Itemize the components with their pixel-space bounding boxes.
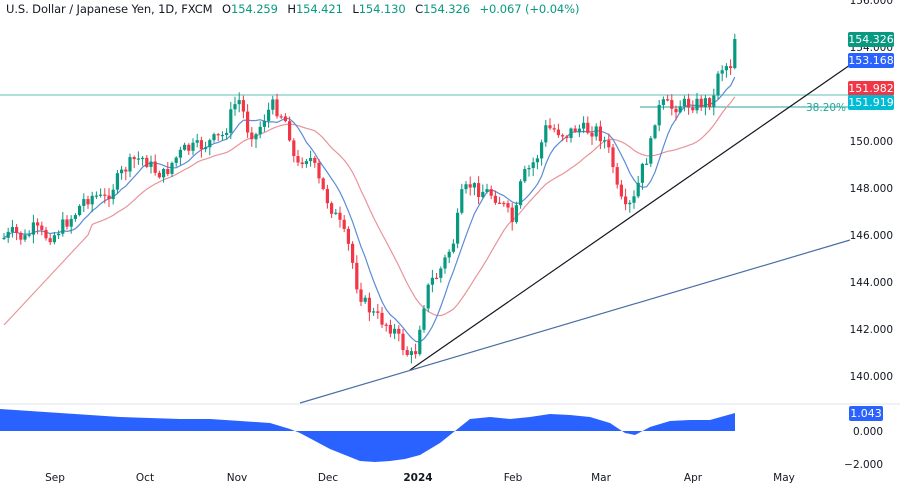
low-value: 154.130 bbox=[358, 2, 406, 16]
trendlines[interactable] bbox=[299, 64, 851, 404]
price-tick-label: 148.000 bbox=[850, 183, 893, 195]
oscillator-value-tag: 1.043 bbox=[849, 406, 883, 421]
time-tick-label: Nov bbox=[227, 472, 248, 484]
open-label: O bbox=[222, 2, 231, 16]
oscillator-area bbox=[0, 409, 735, 462]
open-value: 154.259 bbox=[230, 2, 278, 16]
fib-label: 38.20% bbox=[806, 102, 846, 114]
time-tick-label: May bbox=[773, 472, 795, 484]
price-tick-label: 142.000 bbox=[850, 324, 893, 336]
ascending-trendline bbox=[409, 64, 851, 371]
price-tick-label: 156.000 bbox=[850, 0, 893, 7]
slow-moving-average bbox=[3, 96, 736, 326]
close-value: 154.326 bbox=[423, 2, 470, 16]
price-tick-label: 140.000 bbox=[850, 371, 893, 383]
price-tick-label: 146.000 bbox=[850, 230, 893, 242]
time-tick-label: Apr bbox=[684, 472, 703, 484]
time-tick-label: 2024 bbox=[403, 472, 432, 484]
change-value: +0.067 (+0.04%) bbox=[479, 2, 580, 16]
time-axis[interactable]: Sep Oct Nov Dec 2024 Feb Mar Apr May bbox=[45, 472, 795, 484]
symbol-title: U.S. Dollar / Japanese Yen, 1D, FXCM bbox=[6, 2, 213, 16]
candlesticks bbox=[2, 33, 737, 364]
close-label: C bbox=[415, 2, 424, 16]
fib-level-tag: 151.919 bbox=[848, 95, 894, 110]
chart-legend: U.S. Dollar / Japanese Yen, 1D, FXCM O15… bbox=[6, 2, 579, 16]
lower-trendline bbox=[299, 239, 851, 404]
price-axis[interactable]: 156.000154.000150.000148.000146.000144.0… bbox=[850, 0, 893, 383]
high-value: 154.421 bbox=[295, 2, 343, 16]
time-tick-label: Sep bbox=[45, 472, 65, 484]
time-tick-label: Oct bbox=[136, 472, 154, 484]
last-price-tag: 154.326 bbox=[848, 32, 894, 47]
ema-fast-tag: 153.168 bbox=[848, 53, 894, 68]
time-tick-label: Dec bbox=[318, 472, 339, 484]
horizontal-levels[interactable]: 38.20% bbox=[0, 94, 850, 114]
price-tick-label: 150.000 bbox=[850, 136, 893, 148]
oscillator-pane: 0.000 −2.000 bbox=[0, 409, 883, 471]
fast-moving-average bbox=[3, 76, 736, 343]
price-tick-label: 144.000 bbox=[850, 277, 893, 289]
osc-neg-label: −2.000 bbox=[844, 459, 883, 471]
high-label: H bbox=[287, 2, 296, 16]
osc-zero-label: 0.000 bbox=[853, 426, 883, 438]
moving-averages bbox=[3, 76, 736, 343]
resistance-tag: 151.982 bbox=[848, 81, 894, 96]
time-tick-label: Feb bbox=[504, 472, 523, 484]
low-label: L bbox=[352, 2, 359, 16]
time-tick-label: Mar bbox=[591, 472, 611, 484]
